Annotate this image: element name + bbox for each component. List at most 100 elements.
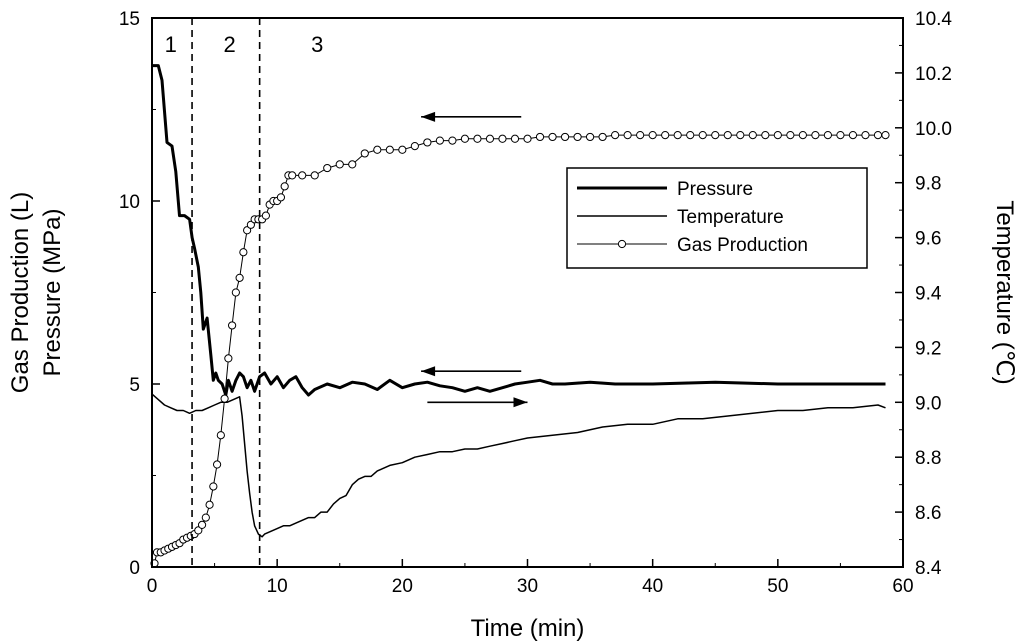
- gas-production-point: [360, 149, 369, 158]
- gas-production-point: [698, 131, 707, 140]
- gas-production-point: [881, 131, 890, 140]
- gas-production-point: [548, 132, 557, 142]
- x-tick-label: 30: [517, 576, 538, 597]
- gas-production-point: [224, 354, 233, 363]
- gas-production-point: [209, 482, 218, 491]
- x-tick-label: 60: [892, 576, 913, 597]
- y-axis-title-line1: Gas Production (L): [7, 192, 34, 393]
- gas-production-point: [611, 131, 620, 140]
- gas-production-point: [673, 131, 682, 140]
- gas-production-point: [239, 248, 248, 257]
- gas-production-point: [212, 460, 222, 469]
- gas-production-point: [498, 134, 507, 143]
- gas-production-point: [723, 131, 732, 140]
- gas-production-point: [194, 526, 203, 535]
- gas-production-point: [573, 132, 582, 142]
- gas-production-point: [410, 142, 419, 151]
- gas-production-point: [661, 131, 670, 140]
- gas-production-point: [276, 193, 286, 202]
- gas-production-point: [686, 131, 695, 140]
- gas-production-point: [246, 220, 255, 229]
- region-label-3: 3: [311, 32, 323, 57]
- gas-production-point: [220, 394, 229, 403]
- axes-layer: 0 10 20 30 40 50 60 0 5 10 15 8.4 8.6 8.8 9.0 9.2 9.4 9.6…: [7, 9, 1018, 642]
- gas-production-point: [510, 134, 520, 143]
- gas-production-point: [235, 273, 244, 282]
- gas-production-point: [523, 134, 532, 143]
- y2-tick-label: 8.4: [915, 558, 942, 579]
- gas-production-point: [335, 160, 344, 169]
- y2-tick-label: 8.8: [915, 448, 941, 469]
- gas-production-point: [598, 132, 607, 142]
- y2-tick-label: 9.0: [915, 393, 941, 414]
- gas-production-point: [201, 513, 210, 522]
- gas-production-point: [205, 500, 214, 509]
- gas-production-point: [823, 131, 833, 140]
- gas-production-point: [585, 132, 595, 142]
- gas-production-point: [228, 321, 237, 330]
- gas-production-point: [261, 211, 271, 220]
- gas-production-point: [373, 145, 382, 154]
- gas-production-point: [773, 131, 782, 140]
- gas-production-point: [761, 131, 770, 140]
- legend-label-gas-production: Gas Production: [677, 235, 808, 256]
- y2-tick-label: 10.4: [915, 9, 952, 30]
- series-layer: [150, 64, 890, 568]
- gas-production-point: [861, 131, 870, 140]
- legend-box: [566, 167, 868, 269]
- gas-production-point: [231, 288, 240, 297]
- legend: Pressure Temperature Gas Production: [566, 167, 868, 269]
- y-tick-label: 15: [119, 9, 140, 30]
- gas-production-point: [535, 132, 545, 142]
- gas-production-point: [648, 131, 657, 140]
- x-tick-label: 40: [642, 576, 663, 597]
- gas-production-point: [786, 131, 795, 140]
- y2-tick-label: 9.8: [915, 174, 941, 195]
- pressure-line: [152, 64, 886, 397]
- gas-production-point: [711, 131, 720, 140]
- gas-production-point: [460, 134, 470, 143]
- x-axis-title: Time (min): [471, 615, 585, 642]
- y-tick-label: 5: [129, 375, 140, 396]
- gas-production-point: [280, 182, 289, 191]
- annotation-layer: 1 2 3: [165, 18, 528, 567]
- y-tick-label: 10: [119, 192, 140, 213]
- gas-production-point: [423, 138, 432, 147]
- gas-production-point: [323, 163, 332, 173]
- x-tick-label: 50: [767, 576, 788, 597]
- legend-label-pressure: Pressure: [677, 179, 753, 200]
- gas-production-point: [560, 132, 570, 142]
- y-axis-title-line2: Pressure (MPa): [39, 208, 66, 376]
- legend-marker-gas-production: [617, 239, 627, 249]
- y2-tick-label: 10.0: [915, 119, 952, 140]
- gas-production-point: [636, 131, 645, 140]
- x-tick-label: 20: [392, 576, 413, 597]
- x-tick-label: 10: [267, 576, 288, 597]
- y2-tick-label: 9.2: [915, 338, 941, 359]
- y2-tick-label: 9.4: [915, 284, 942, 305]
- gas-production-point: [736, 131, 745, 140]
- gas-production-point: [298, 171, 307, 180]
- x-tick-label: 0: [147, 576, 158, 597]
- plot-frame: [151, 17, 904, 568]
- gas-production-point: [197, 520, 207, 530]
- gas-production-arrow-head: [421, 111, 436, 122]
- gas-production-point: [348, 160, 357, 169]
- gas-production-point: [798, 131, 807, 140]
- gas-production-point: [448, 136, 457, 145]
- region-label-1: 1: [165, 32, 177, 57]
- gas-production-point: [836, 131, 845, 140]
- gas-production-point: [398, 145, 407, 154]
- region-label-2: 2: [223, 32, 235, 57]
- temperature-arrow-head: [513, 397, 528, 408]
- y2-tick-label: 10.2: [915, 64, 952, 85]
- gas-production-point: [748, 131, 757, 140]
- gas-production-point: [310, 171, 319, 180]
- gas-production-point: [385, 145, 394, 154]
- gas-production-point: [623, 131, 632, 140]
- gas-production-point: [288, 171, 297, 180]
- legend-label-temperature: Temperature: [677, 207, 784, 228]
- y2-tick-label: 8.6: [915, 503, 941, 524]
- gas-production-point: [873, 131, 883, 140]
